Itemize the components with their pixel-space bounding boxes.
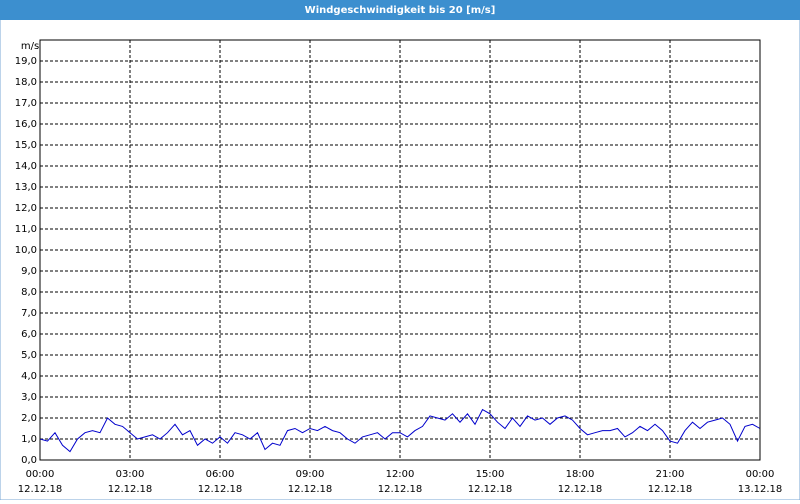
y-tick-label: 0,0 — [21, 455, 37, 466]
y-axis-label: m/s — [21, 41, 39, 52]
x-tick-label: 12:00 — [386, 469, 415, 480]
y-tick-label: 12,0 — [15, 203, 37, 214]
y-tick-label: 5,0 — [21, 350, 37, 361]
x-tick-date: 12.12.18 — [558, 484, 603, 495]
y-tick-label: 6,0 — [21, 329, 37, 340]
plot-frame — [39, 39, 761, 461]
y-tick-label: 9,0 — [21, 266, 37, 277]
y-tick-label: 10,0 — [15, 245, 37, 256]
x-tick-label: 09:00 — [296, 469, 325, 480]
y-tick-label: 17,0 — [15, 98, 37, 109]
y-tick-label: 11,0 — [15, 224, 37, 235]
y-tick-label: 3,0 — [21, 392, 37, 403]
x-tick-date: 13.12.18 — [738, 484, 783, 495]
y-tick-label: 14,0 — [15, 161, 37, 172]
y-tick-label: 7,0 — [21, 308, 37, 319]
y-tick-label: 2,0 — [21, 413, 37, 424]
x-tick-date: 12.12.18 — [18, 484, 63, 495]
y-tick-label: 16,0 — [15, 119, 37, 130]
y-tick-label: 19,0 — [15, 56, 37, 67]
x-tick-label: 18:00 — [566, 469, 595, 480]
chart-title: Windgeschwindigkeit bis 20 [m/s] — [305, 5, 496, 16]
x-tick-date: 12.12.18 — [378, 484, 423, 495]
x-tick-date: 12.12.18 — [648, 484, 693, 495]
x-tick-label: 00:00 — [26, 469, 55, 480]
x-tick-label: 03:00 — [116, 469, 145, 480]
x-tick-label: 06:00 — [206, 469, 235, 480]
x-tick-date: 12.12.18 — [288, 484, 333, 495]
y-tick-label: 8,0 — [21, 287, 37, 298]
x-tick-date: 12.12.18 — [198, 484, 243, 495]
y-tick-label: 1,0 — [21, 434, 37, 445]
y-tick-label: 15,0 — [15, 140, 37, 151]
x-tick-label: 21:00 — [656, 469, 685, 480]
y-tick-label: 13,0 — [15, 182, 37, 193]
y-tick-label: 18,0 — [15, 77, 37, 88]
y-tick-label: 4,0 — [21, 371, 37, 382]
x-tick-label: 00:00 — [746, 469, 775, 480]
x-tick-date: 12.12.18 — [108, 484, 153, 495]
title-bar — [0, 0, 800, 20]
data-line — [39, 408, 761, 453]
x-tick-date: 12.12.18 — [468, 484, 513, 495]
x-tick-label: 15:00 — [476, 469, 505, 480]
